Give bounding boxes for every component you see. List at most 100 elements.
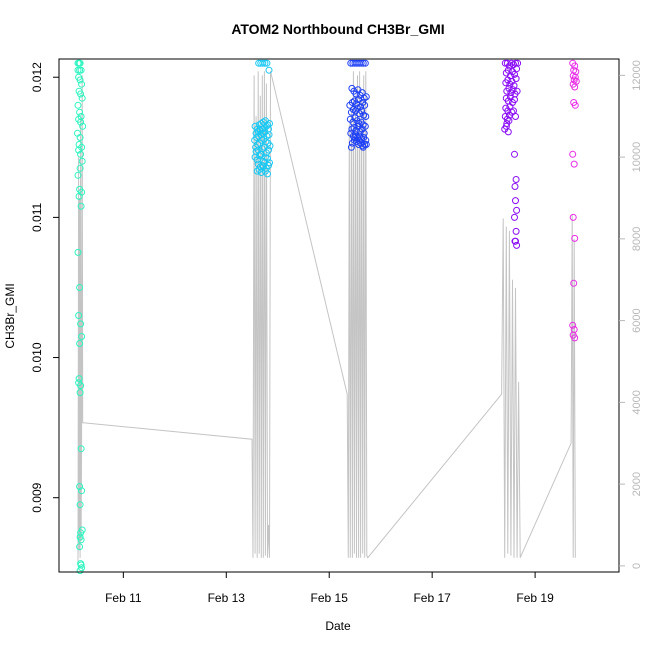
data-point [511,183,519,190]
data-point [358,107,366,115]
data-point [505,84,513,92]
altitude-series [77,71,576,566]
data-point [512,237,519,245]
x-axis-label: Date [325,619,351,633]
data-point [510,107,517,115]
data-point [253,167,261,175]
data-point [511,213,518,221]
data-point [357,59,365,67]
data-point [511,96,518,104]
data-point [76,389,84,397]
data-point [512,176,520,183]
data-point [512,227,520,235]
x-tick-label: Feb 13 [208,591,246,605]
data-point [75,312,83,319]
data-point [512,113,519,120]
chart-title: ATOM2 Northbound CH3Br_GMI [231,21,444,37]
data-point [76,284,84,291]
x-tick-label: Feb 17 [413,591,451,605]
data-point [76,501,84,509]
data-point [512,75,520,83]
data-point [261,59,269,67]
data-point [348,99,356,106]
x-axis: Feb 11 Feb 13 Feb 15 Feb 17 Feb 19 [105,572,554,605]
data-point [359,59,367,67]
data-point [77,529,85,537]
data-point [263,59,271,67]
data-point [76,76,84,84]
data-point [75,192,83,200]
y2-tick-label: 10000 [631,142,643,173]
data-point [348,125,356,133]
data-point [78,487,86,495]
y-tick-label: 0.009 [30,482,44,512]
data-point [362,136,370,144]
scatter-series [74,59,580,575]
data-point [509,86,517,94]
y2-tick-label: 4000 [631,390,643,414]
x-tick-label: Feb 15 [311,591,349,605]
data-point [259,163,267,171]
data-point [77,150,85,158]
data-point [505,117,513,125]
data-point [76,483,84,490]
data-point [78,94,86,102]
data-point [513,87,521,95]
data-point [362,113,370,120]
data-point [77,320,85,328]
altitude-line [77,71,576,566]
data-point [76,164,84,172]
data-point [74,101,82,109]
data-point [79,122,87,130]
data-point [77,66,85,74]
y-axis: 0.009 0.010 0.011 0.012 [30,62,59,513]
y2-tick-label: 6000 [631,308,643,332]
data-point [513,65,521,73]
data-point [76,134,84,141]
x-tick-label: Feb 19 [516,591,554,605]
data-point [512,197,519,205]
y2-tick-label: 0 [631,563,643,569]
data-point [77,445,85,453]
data-point [511,150,518,158]
data-point [569,150,577,158]
data-point [361,101,369,109]
y-tick-label: 0.011 [30,203,44,232]
data-point [569,213,577,221]
y-tick-label: 0.010 [30,342,44,372]
data-point [76,108,84,116]
data-point [76,543,84,551]
data-point [78,157,86,165]
data-point [264,170,271,178]
data-point [259,59,267,67]
data-point [265,146,272,154]
y-axis-label: CH3Br_GMI [3,283,17,348]
data-point [570,160,578,168]
data-point [74,171,82,179]
data-point [504,76,512,84]
data-point [571,334,579,342]
data-point [513,241,521,249]
data-point [571,234,579,242]
data-point [571,101,579,109]
data-point [75,379,83,387]
data-point [78,80,86,88]
data-point [571,83,579,91]
data-point [76,59,84,67]
y-tick-label: 0.012 [30,62,44,92]
data-point [362,93,370,101]
data-point [362,141,370,148]
data-point [347,143,355,151]
y2-tick-label: 8000 [631,227,643,251]
data-point [570,279,578,287]
data-point [513,206,521,214]
y2-axis: 0 2000 4000 6000 8000 10000 12000 [619,60,643,569]
data-point [77,561,85,569]
data-point [503,115,511,123]
x-tick-label: Feb 11 [105,591,142,605]
data-point [358,125,366,133]
data-point [76,340,84,347]
y2-tick-label: 12000 [631,60,643,91]
data-point [77,536,85,544]
